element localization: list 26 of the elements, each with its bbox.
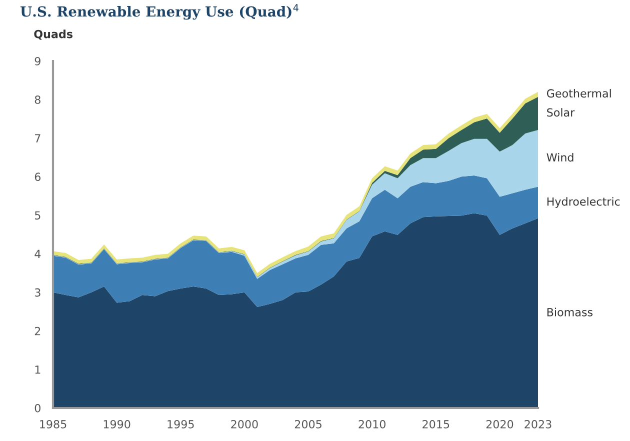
x-tick-label: 1995 — [168, 420, 194, 428]
y-tick-label: 1 — [35, 366, 40, 374]
series-label: Biomass — [547, 308, 593, 316]
y-tick-label: 2 — [34, 326, 40, 336]
y-tick-label: 8 — [34, 96, 40, 104]
y-tick-label: 9 — [34, 56, 40, 66]
x-tick-label: 2020 — [486, 420, 514, 428]
x-tick-label: 1985 — [40, 420, 66, 428]
series-label: Wind — [546, 152, 574, 162]
y-tick-label: 4 — [34, 250, 41, 258]
x-tick-label: 2000 — [231, 420, 258, 428]
y-tick-label: 7 — [35, 134, 40, 142]
x-tick-label: 2005 — [294, 420, 322, 428]
y-tick-label: 5 — [34, 211, 40, 220]
y-tick-label: 0 — [34, 404, 40, 412]
x-tick-label: 2015 — [422, 420, 450, 428]
series-label: Geothermal — [546, 88, 611, 98]
y-tick-label: 6 — [34, 172, 40, 182]
x-tick-label: 2023 — [524, 420, 552, 428]
x-tick-label: 1990 — [104, 420, 130, 428]
series-label: Solar — [547, 108, 575, 117]
series-label: Hydroelectric — [547, 197, 620, 208]
y-tick-label: 3 — [34, 288, 40, 297]
x-tick-label: 2010 — [358, 420, 386, 428]
y-axis-title: Quads — [34, 30, 72, 40]
chart-title: U.S. Renewable Energy Use (Quad)$^{4}$ — [20, 4, 298, 20]
